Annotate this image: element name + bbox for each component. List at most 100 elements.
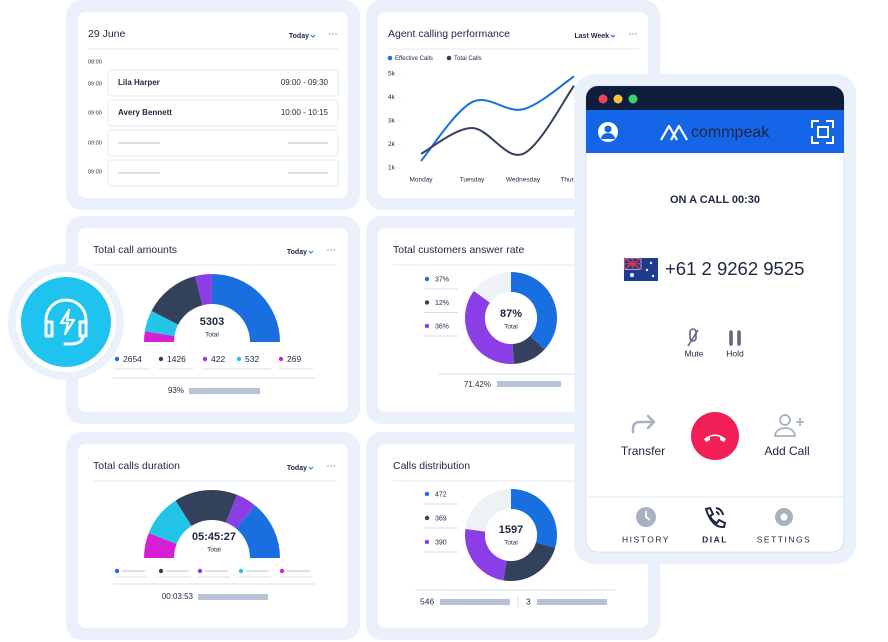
gauge-segment-decor <box>236 505 280 558</box>
user-body <box>601 133 615 139</box>
time-slot: 09:00 <box>88 81 102 87</box>
time-slot: 09:00 <box>88 169 102 175</box>
window-dot <box>613 94 623 104</box>
donut-hole <box>485 509 537 561</box>
donut-center-label: Total <box>504 324 518 331</box>
more-menu[interactable]: ··· <box>327 244 336 254</box>
card-title: 29 June <box>88 28 126 40</box>
more-menu[interactable]: ··· <box>329 28 338 38</box>
card <box>78 228 348 412</box>
legend-dot <box>236 356 242 362</box>
donut-center: 1597 <box>499 524 523 536</box>
nav-label[interactable]: DIAL <box>702 534 728 544</box>
control-label: Hold <box>726 348 744 358</box>
more-menu[interactable]: ··· <box>629 28 638 38</box>
legend-dot <box>158 356 164 362</box>
x-tick-label: Tuesday <box>460 177 485 184</box>
more-menu[interactable]: ··· <box>327 460 336 470</box>
legend-value: 269 <box>287 354 301 364</box>
footer-bar <box>497 381 561 387</box>
add-call-head[interactable] <box>779 414 791 426</box>
gauge-segment <box>144 331 175 342</box>
x-tick-label: Monday <box>409 177 433 184</box>
legend-dot <box>238 568 244 574</box>
legend-dot <box>424 491 430 497</box>
phone <box>585 85 845 553</box>
legend-dot <box>424 276 430 282</box>
event-box <box>107 159 339 187</box>
gauge-total-label: Total <box>205 332 219 339</box>
card-title: Agent calling performance <box>388 28 510 40</box>
event-box <box>107 129 339 157</box>
mute-icon[interactable] <box>687 328 699 347</box>
legend-value: 369 <box>435 515 447 522</box>
donut-hole <box>485 292 537 344</box>
control-label: Mute <box>685 348 704 358</box>
title-bar <box>586 86 844 110</box>
nav-label[interactable]: HISTORY <box>622 534 670 544</box>
brand-name: commpeak <box>691 124 770 141</box>
y-tick-label: 2k <box>388 141 396 148</box>
y-tick-label: 5k <box>388 71 396 78</box>
footer-value: 3 <box>526 596 531 606</box>
legend-dot <box>424 300 430 305</box>
gauge-segment-decor <box>175 490 238 526</box>
legend-value: 532 <box>245 354 259 364</box>
card-title: Calls distribution <box>393 460 470 472</box>
brand-logo <box>660 124 688 141</box>
footer-bar <box>537 599 607 605</box>
legend-value: 422 <box>211 354 225 364</box>
filter-dropdown[interactable]: Today <box>287 465 307 472</box>
y-tick-label: 4k <box>388 94 396 101</box>
event-box <box>107 99 339 127</box>
filter-dropdown[interactable]: Today <box>289 33 309 40</box>
dropdown-caret <box>308 250 314 254</box>
hangup-icon <box>704 434 726 442</box>
filter-dropdown[interactable]: Today <box>287 249 307 256</box>
legend-value: 390 <box>435 539 447 546</box>
flag-star <box>651 274 655 278</box>
legend-label: Total Calls <box>454 56 482 62</box>
gauge-segment-decor <box>225 494 256 529</box>
nav-label[interactable]: SETTINGS <box>757 534 812 544</box>
y-tick-label: 1k <box>388 165 396 172</box>
legend-dot <box>424 323 430 329</box>
card-title: Total call amounts <box>93 244 177 256</box>
dial-icon[interactable] <box>704 506 727 529</box>
transfer-icon[interactable] <box>631 414 656 434</box>
time-slot: 09:00 <box>88 110 102 116</box>
footer-bar <box>189 388 260 394</box>
action-label: Add Call <box>764 444 809 458</box>
legend-value: 12% <box>435 300 449 307</box>
donut-segment <box>464 290 514 365</box>
gauge-segment <box>144 310 179 336</box>
x-tick-label: Wednesday <box>506 177 541 184</box>
flag-star <box>645 268 649 272</box>
legend-dot <box>114 568 120 574</box>
legend-value: 1426 <box>167 354 186 364</box>
footer-value: 546 <box>420 596 434 606</box>
legend-dot <box>197 568 203 574</box>
donut-center-label: Total <box>504 540 518 547</box>
add-call-icon <box>774 418 804 437</box>
settings-hole <box>780 513 788 521</box>
legend-dot <box>279 568 285 574</box>
hold-icon[interactable] <box>729 330 741 346</box>
y-tick-label: 3k <box>388 118 396 125</box>
history-hands <box>645 511 651 521</box>
gauge-segment-decor <box>148 500 192 545</box>
event-name: Avery Bennett <box>118 108 172 117</box>
card-title: Total customers answer rate <box>393 244 524 256</box>
event-time: 09:00 - 09:30 <box>281 78 329 87</box>
gauge-segment <box>151 276 203 325</box>
legend-value: 36% <box>435 323 449 330</box>
user-head <box>604 125 612 133</box>
legend-dot <box>446 55 452 61</box>
filter-dropdown[interactable]: Last Week <box>575 33 610 40</box>
flag-cross <box>623 257 642 271</box>
expand-icon[interactable] <box>811 120 834 144</box>
app-header <box>586 110 844 153</box>
gauge-segment-decor <box>144 532 177 558</box>
footer-bar <box>198 594 268 600</box>
